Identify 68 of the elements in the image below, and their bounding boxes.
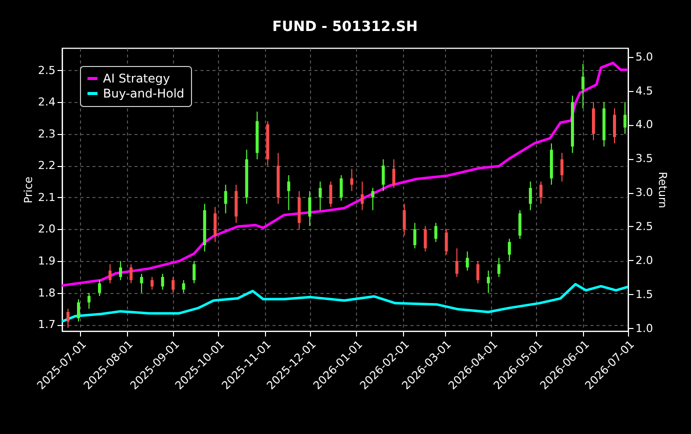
candlestick <box>455 248 458 278</box>
candlestick <box>329 181 332 208</box>
y2-tick-label: 4.0 <box>636 118 653 132</box>
candlestick <box>182 280 186 294</box>
candlestick <box>466 251 469 272</box>
y-tick-label: 2.2 <box>38 159 56 172</box>
candlestick <box>434 222 438 242</box>
candlestick <box>119 260 122 281</box>
y2-tick-label: 2.5 <box>636 220 653 233</box>
y-tick-label: 2.0 <box>38 222 56 236</box>
candlestick <box>392 158 396 188</box>
candlestick <box>287 174 290 211</box>
candlestick <box>424 226 427 252</box>
candlestick <box>172 276 175 294</box>
y2-tick-label: 3.5 <box>636 152 653 166</box>
y-tick-label: 2.4 <box>38 96 56 109</box>
candlestick <box>350 168 354 192</box>
candlestick <box>192 260 196 284</box>
y2-tick-label: 4.5 <box>636 84 653 98</box>
candlestick <box>560 152 564 182</box>
candlestick <box>413 222 416 249</box>
candlestick <box>130 264 133 284</box>
line-series <box>62 62 628 287</box>
candlestick <box>224 184 228 214</box>
candlestick <box>318 181 322 211</box>
candlestick <box>108 264 112 284</box>
candlestick <box>150 276 154 290</box>
candlestick <box>214 206 217 242</box>
candlestick <box>140 273 144 294</box>
y-tick-label: 2.3 <box>38 127 56 140</box>
y-tick-label: 2.1 <box>38 190 56 204</box>
legend-label: AI Strategy <box>103 72 170 86</box>
candlestick <box>382 158 385 192</box>
candlestick <box>161 273 164 290</box>
candlestick <box>402 203 406 236</box>
candlestick <box>444 228 448 256</box>
candlestick <box>88 292 91 310</box>
y2-tick-label: 1.0 <box>636 322 653 335</box>
candlestick <box>581 63 584 109</box>
chart-title: FUND - 501312.SH <box>272 19 418 35</box>
y-axis-title: Price <box>22 176 36 204</box>
candlestick <box>308 190 312 227</box>
candlestick <box>508 238 511 262</box>
candlestick <box>340 174 343 202</box>
y2-tick-label: 2.0 <box>636 254 653 267</box>
legend-label: Buy-and-Hold <box>103 86 184 100</box>
y2-tick-label: 5.0 <box>636 50 653 64</box>
candlestick <box>371 187 374 211</box>
candlestick <box>476 260 480 284</box>
y2-tick-label: 3.0 <box>636 186 653 200</box>
y2-axis-title: Return <box>656 172 669 208</box>
candlestick <box>623 102 626 134</box>
candlestick <box>497 257 500 278</box>
candlestick <box>66 308 70 328</box>
candlestick <box>98 280 102 297</box>
y-tick-label: 1.9 <box>38 254 56 268</box>
y-tick-label: 1.8 <box>38 286 56 300</box>
candlestick <box>518 210 522 240</box>
y-tick-label: 2.5 <box>38 64 56 77</box>
line-series <box>62 282 628 323</box>
candlestick <box>77 298 80 322</box>
y2-tick-label: 1.5 <box>636 288 653 301</box>
y-tick-label: 1.7 <box>38 318 56 332</box>
candlestick <box>612 108 616 144</box>
candlestick <box>528 181 532 211</box>
candlestick <box>539 181 542 204</box>
candlestick <box>360 181 364 211</box>
candlestick <box>486 270 490 294</box>
